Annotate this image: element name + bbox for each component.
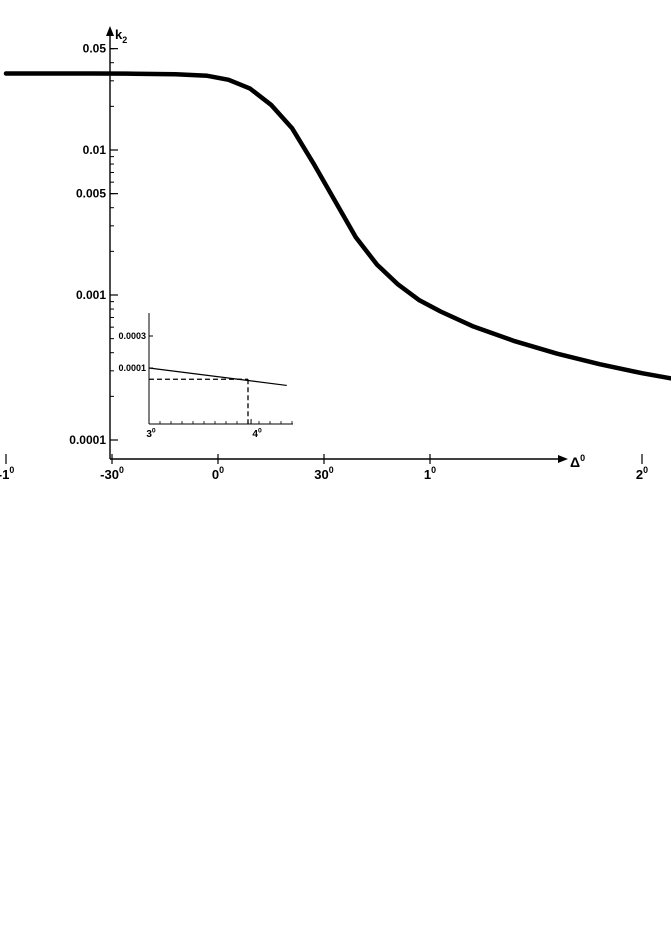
x-tick-label-base: -1 xyxy=(0,467,9,482)
x-tick-label: -10 xyxy=(0,465,14,482)
y-tick-label: 0.001 xyxy=(76,288,106,302)
inset-x-tick-label-sup: 0 xyxy=(152,428,156,435)
inset-x-tick-label: 40 xyxy=(252,428,262,441)
x-tick-label: 10 xyxy=(424,465,436,482)
x-tick-label-sup: 0 xyxy=(119,465,124,475)
inset-y-tick-label: 0.0003 xyxy=(118,331,146,341)
x-tick-label-base: 30 xyxy=(314,467,328,482)
y-axis-arrow xyxy=(106,26,114,36)
y-tick-label: 0.01 xyxy=(83,143,107,157)
y-tick-label: 0.0001 xyxy=(69,433,106,447)
y-tick-label: 0.05 xyxy=(83,42,107,56)
y-axis-label-base: k xyxy=(115,27,123,42)
x-tick-label: 20 xyxy=(636,465,648,482)
x-tick-label-sup: 0 xyxy=(219,465,224,475)
x-tick-label-sup: 0 xyxy=(329,465,334,475)
x-tick-label: 300 xyxy=(314,465,333,482)
x-tick-label: 00 xyxy=(212,465,224,482)
x-axis-label-sup: 0 xyxy=(580,453,585,463)
main-series xyxy=(3,71,671,381)
main-axes: k2Δ00.050.010.0050.0010.0001-10-30000300… xyxy=(0,26,648,482)
y-tick-label: 0.005 xyxy=(76,187,106,201)
inset-x-tick-label-base: 3 xyxy=(146,429,152,440)
x-tick-label-base: 0 xyxy=(212,467,219,482)
x-axis-arrow xyxy=(558,455,568,463)
x-tick-label: -300 xyxy=(100,465,124,482)
x-tick-label-base: -30 xyxy=(100,467,119,482)
x-tick-label-sup: 0 xyxy=(9,465,14,475)
x-tick-label-sup: 0 xyxy=(643,465,648,475)
x-tick-label-base: 1 xyxy=(424,467,431,482)
inset-y-tick-label: 0.0001 xyxy=(118,363,146,373)
inset-x-tick-label-base: 4 xyxy=(252,429,258,440)
x-tick-label-sup: 0 xyxy=(431,465,436,475)
y-axis-label: k2 xyxy=(115,27,127,45)
x-axis-label: Δ0 xyxy=(570,453,585,470)
y-axis-label-sub: 2 xyxy=(122,35,127,45)
x-tick-label-base: 2 xyxy=(636,467,643,482)
inset-line xyxy=(148,367,287,387)
inset-x-tick-label-sup: 0 xyxy=(258,428,262,435)
inset-x-tick-label: 30 xyxy=(146,428,156,441)
x-axis-label-base: Δ xyxy=(570,454,580,470)
k2-curve xyxy=(3,71,671,381)
